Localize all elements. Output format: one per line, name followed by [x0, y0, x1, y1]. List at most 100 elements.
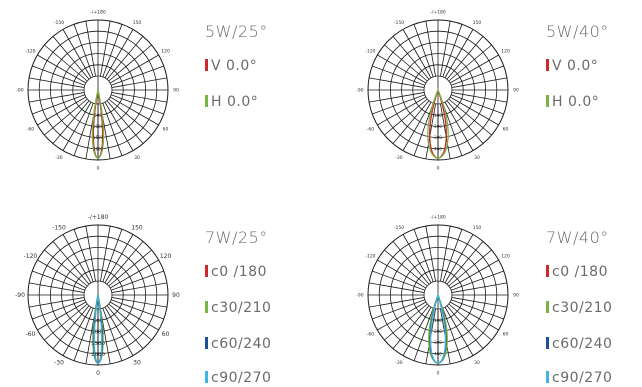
- angle-tick-label: 150: [473, 20, 482, 26]
- grid-spoke: [37, 301, 87, 331]
- polar-grid: [367, 19, 509, 161]
- polar-chart-7w-25: 0 30 60 90 120 150 -/+180 -150 -120 -90 -60 -30 500 1…: [0, 204, 200, 384]
- grid-spoke: [451, 94, 504, 115]
- angle-tick-label: 120: [501, 254, 510, 260]
- legend-swatch: [205, 265, 208, 277]
- angle-tick-label: -90: [356, 88, 363, 94]
- angle-tick-label: 0: [437, 371, 440, 377]
- grid-spoke: [37, 96, 87, 126]
- angle-tick-label: 120: [160, 253, 172, 260]
- grid-spoke: [451, 92, 508, 103]
- grid-spoke: [442, 24, 463, 77]
- angle-tick-label: -90: [356, 293, 363, 299]
- grid-spoke: [384, 44, 428, 82]
- legend-item-c0: c0 /180: [205, 264, 267, 280]
- grid-spoke: [32, 299, 85, 320]
- angle-tick-label: -60: [367, 127, 374, 133]
- radial-tick-label: 400: [434, 351, 442, 356]
- grid-spoke: [28, 77, 85, 88]
- grid-spoke: [44, 98, 88, 136]
- radial-tick-label: 200: [434, 124, 442, 129]
- angle-tick-label: -120: [365, 49, 375, 55]
- angle-tick-label: 90: [513, 293, 519, 299]
- grid-spoke: [106, 36, 144, 80]
- legend-label: V 0.0°: [211, 58, 258, 74]
- radial-tick-label: 1000: [93, 124, 104, 129]
- legend-label: c60/240: [552, 336, 613, 352]
- legend-item-v: V 0.0°: [205, 58, 257, 74]
- polar-chart-7w-40: 0 30 60 90 120 150 -/+180 -150 -120 -90 -60 -30 100 2…: [338, 204, 538, 384]
- polar-grid: [27, 19, 169, 161]
- grid-spoke: [32, 270, 85, 291]
- beam-curves: [92, 294, 104, 364]
- grid-spoke: [377, 96, 427, 126]
- angle-tick-label: -150: [52, 225, 66, 232]
- grid-spoke: [73, 103, 94, 156]
- grid-spoke: [111, 94, 164, 115]
- legend-label: c0 /180: [552, 264, 608, 280]
- radial-tick-label: 1500: [93, 135, 104, 140]
- grid-spoke: [109, 96, 159, 126]
- radial-tick-label: 400: [434, 146, 442, 151]
- grid-spoke: [377, 301, 427, 331]
- grid-spoke: [111, 297, 168, 308]
- grid-spoke: [62, 306, 92, 356]
- legend-swatch: [205, 371, 208, 383]
- angle-tick-label: -30: [395, 360, 402, 366]
- grid-spoke: [449, 54, 499, 84]
- grid-spoke: [111, 77, 168, 88]
- grid-spoke: [111, 270, 164, 291]
- grid-spoke: [449, 96, 499, 126]
- angle-tick-label: -150: [54, 20, 64, 26]
- radial-tick-label: 300: [434, 135, 442, 140]
- grid-spoke: [106, 305, 144, 349]
- angle-tick-label: -90: [16, 88, 23, 94]
- grid-spoke: [104, 101, 134, 151]
- grid-spoke: [392, 36, 430, 80]
- beam-curves: [91, 89, 105, 159]
- grid-spoke: [451, 282, 508, 293]
- grid-spoke: [108, 44, 152, 82]
- beam-curve: [427, 88, 449, 159]
- grid-spoke: [106, 241, 144, 285]
- grid-spoke: [448, 98, 492, 136]
- angle-tick-label: -120: [24, 253, 38, 260]
- grid-spoke: [44, 44, 88, 82]
- angle-tick-label: -/+180: [430, 215, 446, 221]
- grid-spoke: [377, 54, 427, 84]
- grid-spoke: [32, 94, 85, 115]
- legend-item-v: V 0.0°: [546, 58, 598, 74]
- legend-swatch: [546, 95, 549, 107]
- angle-tick-label: 0: [96, 370, 100, 377]
- grid-spoke: [444, 234, 474, 284]
- legend-label: c90/270: [552, 370, 613, 386]
- legend-7w-25: 7W/25° c0 /180 c30/210 c60/240 c90/270: [205, 228, 315, 386]
- polar-chart-5w-25: 0 30 60 90 120 150 -/+180 -150 -120 -90 -60 -30 500 1…: [0, 0, 200, 180]
- beam-curves: [428, 292, 448, 364]
- grid-spoke: [44, 249, 88, 287]
- angle-tick-label: -/+180: [90, 10, 106, 16]
- angle-tick-label: -/+180: [88, 214, 109, 221]
- legend-5w-40: 5W/40° V 0.0° H 0.0°: [546, 22, 642, 132]
- grid-spoke: [451, 65, 504, 86]
- grid-spoke: [52, 241, 90, 285]
- grid-spoke: [446, 305, 484, 349]
- legend-swatch: [546, 265, 549, 277]
- legend-swatch: [205, 301, 208, 313]
- legend-item-c0: c0 /180: [546, 264, 608, 280]
- grid-spoke: [372, 299, 425, 320]
- grid-spoke: [109, 259, 159, 289]
- grid-spoke: [402, 306, 432, 356]
- angle-tick-label: 30: [474, 360, 480, 366]
- grid-spoke: [372, 270, 425, 291]
- legend-title: 5W/40°: [546, 22, 609, 41]
- legend-title: 5W/25°: [205, 22, 268, 41]
- grid-spoke: [451, 270, 504, 291]
- grid-spoke: [384, 303, 428, 341]
- grid-spoke: [446, 241, 484, 285]
- angle-tick-label: -150: [394, 225, 404, 231]
- polar-plot: 0 30 60 90 120 150 -/+180 -150 -120 -90 -60 -30 100 2…: [356, 215, 519, 377]
- radial-tick-label: 100: [434, 318, 442, 323]
- legend-label: c30/210: [211, 300, 272, 316]
- grid-spoke: [372, 94, 425, 115]
